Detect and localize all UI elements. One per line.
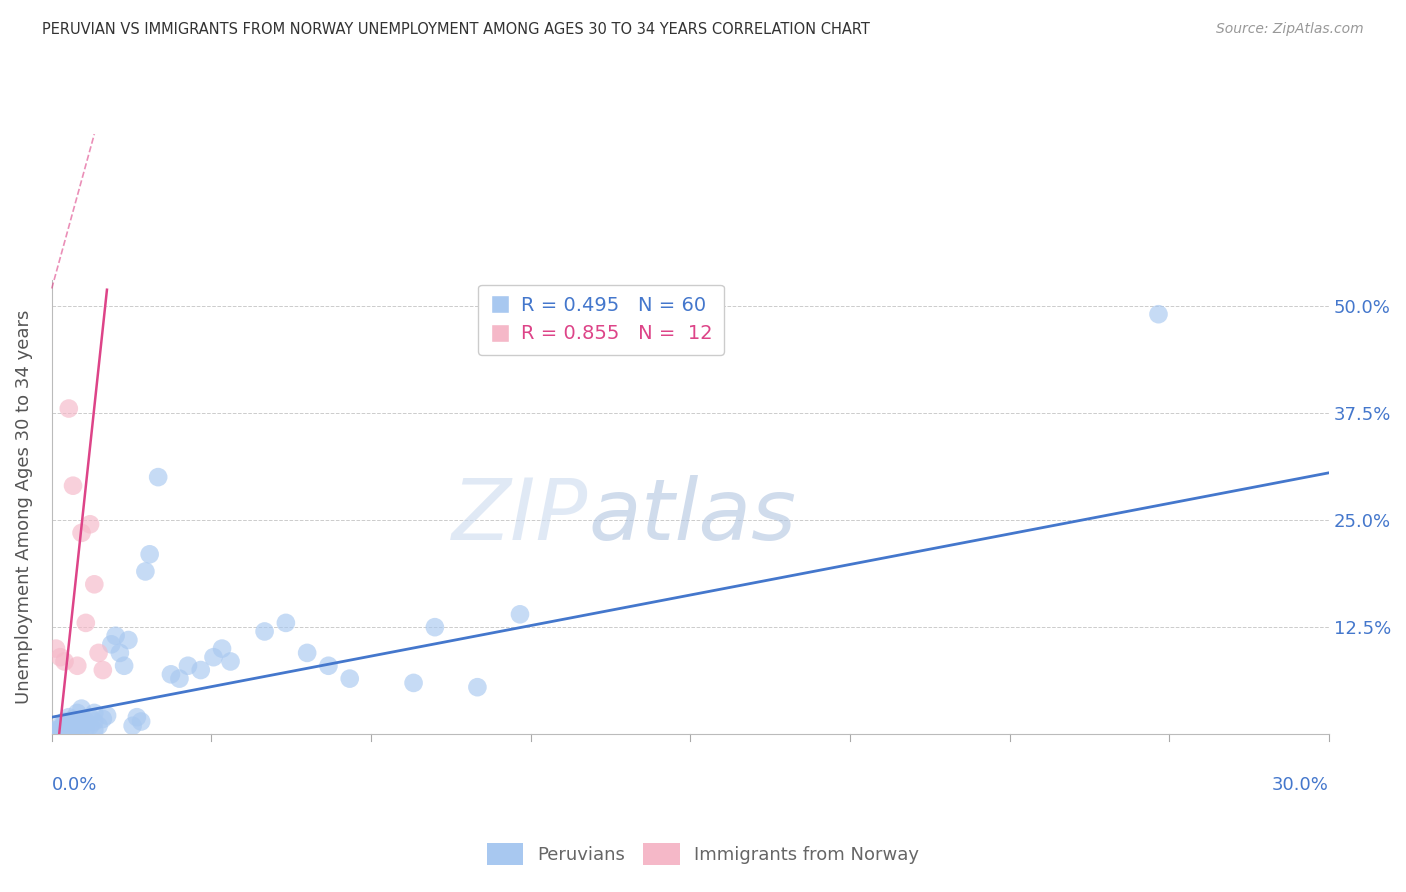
- Point: [318, 658, 340, 673]
- Point: [87, 646, 110, 660]
- Point: [96, 708, 118, 723]
- Point: [53, 723, 76, 737]
- Point: [467, 680, 489, 694]
- Point: [66, 658, 89, 673]
- Text: PERUVIAN VS IMMIGRANTS FROM NORWAY UNEMPLOYMENT AMONG AGES 30 TO 34 YEARS CORREL: PERUVIAN VS IMMIGRANTS FROM NORWAY UNEMP…: [42, 22, 870, 37]
- Point: [125, 710, 148, 724]
- Point: [45, 723, 67, 737]
- Point: [121, 719, 143, 733]
- Point: [53, 717, 76, 731]
- Point: [49, 719, 72, 733]
- Point: [53, 721, 76, 735]
- Point: [62, 712, 84, 726]
- Point: [402, 676, 425, 690]
- Point: [202, 650, 225, 665]
- Point: [58, 716, 80, 731]
- Point: [83, 723, 105, 737]
- Point: [66, 706, 89, 720]
- Point: [62, 722, 84, 736]
- Point: [253, 624, 276, 639]
- Point: [274, 615, 297, 630]
- Point: [1147, 307, 1170, 321]
- Point: [219, 655, 242, 669]
- Y-axis label: Unemployment Among Ages 30 to 34 years: Unemployment Among Ages 30 to 34 years: [15, 310, 32, 705]
- Point: [70, 717, 93, 731]
- Point: [112, 658, 135, 673]
- Point: [91, 663, 114, 677]
- Point: [129, 714, 152, 729]
- Point: [169, 672, 191, 686]
- Point: [83, 706, 105, 720]
- Point: [75, 722, 97, 736]
- Point: [45, 724, 67, 739]
- Point: [62, 479, 84, 493]
- Point: [87, 719, 110, 733]
- Text: 0.0%: 0.0%: [52, 775, 97, 794]
- Point: [509, 607, 531, 622]
- Point: [53, 714, 76, 729]
- Legend: R = 0.495   N = 60, R = 0.855   N =  12: R = 0.495 N = 60, R = 0.855 N = 12: [478, 285, 724, 355]
- Point: [177, 658, 200, 673]
- Point: [79, 517, 101, 532]
- Point: [58, 723, 80, 737]
- Point: [58, 710, 80, 724]
- Point: [190, 663, 212, 677]
- Text: atlas: atlas: [588, 475, 796, 558]
- Point: [58, 401, 80, 416]
- Point: [75, 615, 97, 630]
- Point: [83, 577, 105, 591]
- Point: [104, 629, 127, 643]
- Point: [138, 547, 160, 561]
- Point: [79, 710, 101, 724]
- Point: [339, 672, 361, 686]
- Point: [45, 641, 67, 656]
- Point: [295, 646, 318, 660]
- Point: [91, 712, 114, 726]
- Point: [100, 637, 122, 651]
- Point: [53, 655, 76, 669]
- Point: [160, 667, 183, 681]
- Point: [108, 646, 131, 660]
- Text: 30.0%: 30.0%: [1272, 775, 1329, 794]
- Point: [79, 719, 101, 733]
- Point: [66, 719, 89, 733]
- Point: [83, 714, 105, 729]
- Point: [75, 714, 97, 729]
- Point: [146, 470, 169, 484]
- Point: [423, 620, 446, 634]
- Text: ZIP: ZIP: [451, 475, 588, 558]
- Point: [49, 722, 72, 736]
- Point: [58, 720, 80, 734]
- Point: [49, 650, 72, 665]
- Text: Source: ZipAtlas.com: Source: ZipAtlas.com: [1216, 22, 1364, 37]
- Point: [70, 525, 93, 540]
- Legend: Peruvians, Immigrants from Norway: Peruvians, Immigrants from Norway: [479, 836, 927, 872]
- Point: [117, 633, 139, 648]
- Point: [70, 701, 93, 715]
- Point: [62, 718, 84, 732]
- Point: [66, 723, 89, 737]
- Point: [134, 565, 156, 579]
- Point: [70, 721, 93, 735]
- Point: [211, 641, 233, 656]
- Point: [49, 723, 72, 738]
